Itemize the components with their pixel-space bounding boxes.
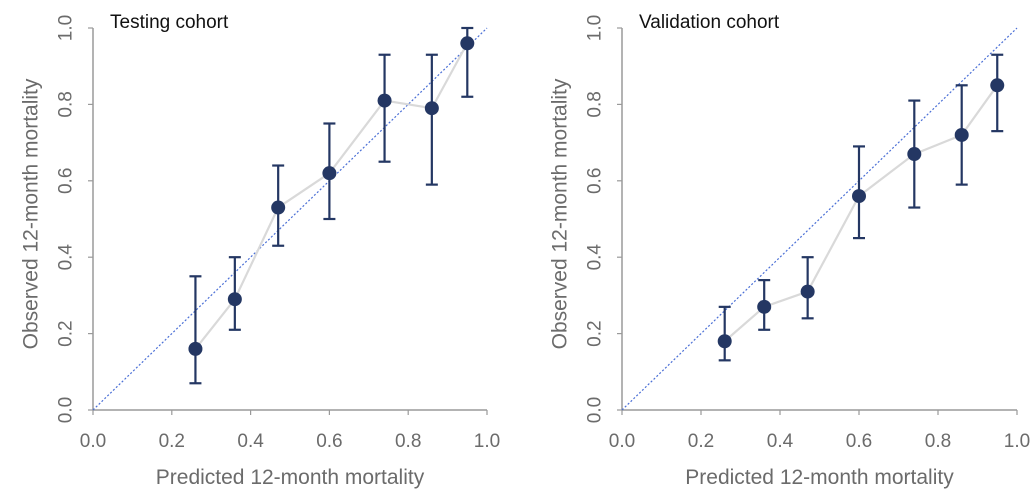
testing-cohort-panel: 0.0 0.2 0.4 0.6 0.8 1.0 0.0 0.2 0.4 0.6 0.8 1.0 Pred… bbox=[19, 12, 500, 489]
data-point bbox=[954, 127, 969, 142]
data-point bbox=[907, 147, 922, 162]
data-point bbox=[424, 101, 439, 116]
data-point bbox=[852, 189, 866, 204]
data-point bbox=[322, 166, 337, 181]
y-axis-title: Observed 12-month mortality bbox=[548, 78, 571, 349]
y-tick-label: 0.2 bbox=[585, 320, 606, 346]
reference-diagonal-line bbox=[621, 27, 1018, 411]
data-point bbox=[460, 36, 475, 51]
y-tick-label: 0.6 bbox=[585, 168, 606, 194]
data-point bbox=[271, 200, 286, 215]
x-tick-label: 0.6 bbox=[846, 431, 872, 452]
data-point bbox=[227, 292, 242, 307]
data-point bbox=[800, 284, 815, 299]
y-axis-title: Observed 12-month mortality bbox=[19, 78, 42, 349]
data-point bbox=[377, 93, 392, 108]
data-point bbox=[990, 78, 1005, 93]
y-tick-label: 0.4 bbox=[56, 244, 77, 271]
x-axis-title: Predicted 12-month mortality bbox=[156, 466, 425, 489]
x-tick-label: 1.0 bbox=[474, 431, 500, 452]
x-axis-title: Predicted 12-month mortality bbox=[685, 466, 954, 489]
panel-title: Testing cohort bbox=[110, 12, 229, 33]
y-tick-label: 0.8 bbox=[585, 91, 606, 117]
x-tick-label: 0.0 bbox=[80, 431, 106, 452]
x-tick-label: 0.8 bbox=[925, 431, 951, 452]
x-tick-label: 0.2 bbox=[159, 431, 185, 452]
x-tick-label: 0.6 bbox=[316, 431, 342, 452]
data-point bbox=[188, 341, 203, 356]
y-tick-label: 1.0 bbox=[56, 15, 77, 41]
y-tick-label: 0.4 bbox=[585, 244, 606, 271]
x-tick-label: 1.0 bbox=[1004, 431, 1030, 452]
x-tick-label: 0.4 bbox=[237, 431, 264, 452]
y-tick-label: 0.0 bbox=[585, 397, 606, 423]
y-tick-label: 1.0 bbox=[585, 15, 606, 41]
y-tick-label: 0.8 bbox=[56, 91, 77, 117]
data-point bbox=[717, 334, 732, 349]
reference-diagonal-line bbox=[92, 27, 488, 411]
x-tick-label: 0.4 bbox=[767, 431, 794, 452]
y-tick-label: 0.0 bbox=[56, 397, 77, 423]
y-tick-label: 0.6 bbox=[56, 168, 77, 194]
validation-cohort-panel: 0.0 0.2 0.4 0.6 0.8 1.0 0.0 0.2 0.4 0.6 0.8 1.0 Pred… bbox=[548, 12, 1030, 489]
x-tick-label: 0.0 bbox=[609, 431, 635, 452]
x-tick-label: 0.2 bbox=[688, 431, 714, 452]
panel-title: Validation cohort bbox=[639, 12, 780, 33]
x-tick-label: 0.8 bbox=[395, 431, 421, 452]
y-tick-label: 0.2 bbox=[56, 320, 77, 346]
data-point bbox=[757, 299, 772, 314]
